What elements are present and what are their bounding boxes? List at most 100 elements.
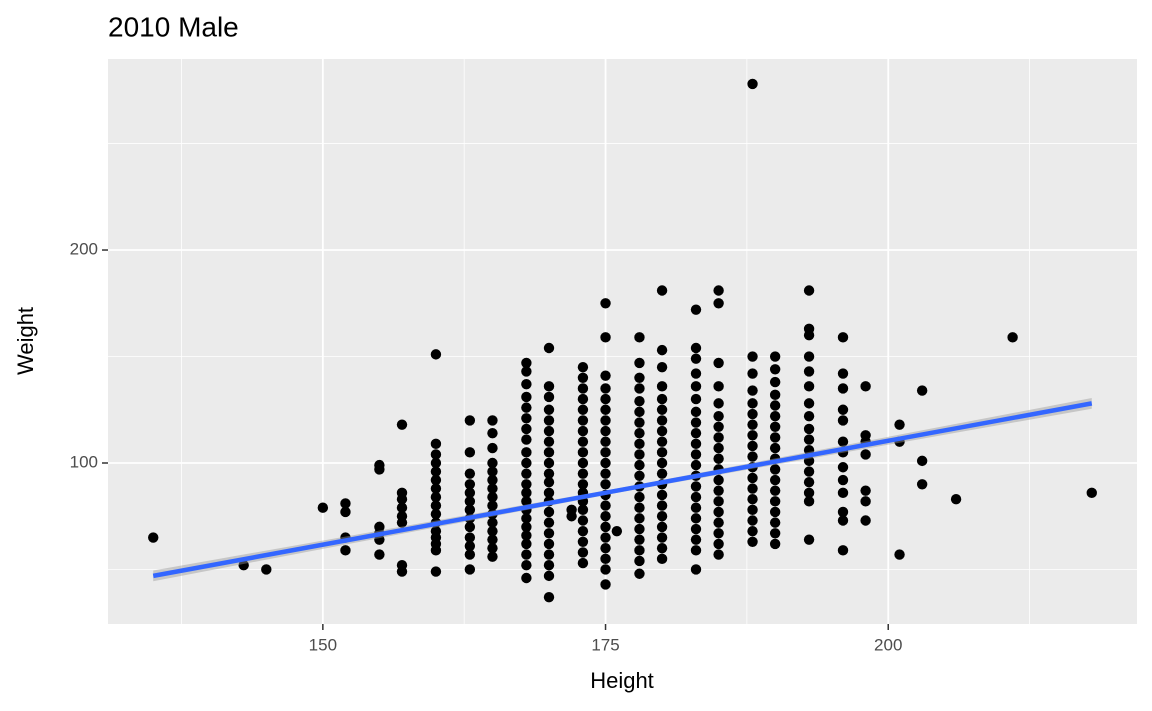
point bbox=[600, 511, 611, 522]
point bbox=[543, 342, 555, 354]
point bbox=[656, 447, 668, 458]
point bbox=[769, 474, 781, 486]
point bbox=[656, 415, 668, 426]
point bbox=[600, 332, 611, 343]
point bbox=[713, 357, 724, 369]
x-tick-label: 150 bbox=[309, 635, 337, 654]
point bbox=[634, 491, 645, 503]
point bbox=[803, 434, 815, 445]
point bbox=[543, 538, 555, 550]
point bbox=[950, 494, 962, 505]
point bbox=[713, 506, 724, 518]
point bbox=[747, 440, 758, 452]
point bbox=[464, 532, 476, 543]
point bbox=[690, 438, 702, 450]
point bbox=[690, 342, 702, 354]
point bbox=[317, 502, 329, 513]
point bbox=[600, 404, 611, 415]
point bbox=[521, 423, 532, 435]
point bbox=[577, 383, 589, 394]
point bbox=[656, 361, 668, 373]
point bbox=[916, 385, 928, 396]
point bbox=[396, 487, 408, 499]
point bbox=[803, 534, 815, 545]
point bbox=[577, 504, 589, 516]
point bbox=[487, 415, 498, 426]
point bbox=[860, 449, 871, 460]
point bbox=[713, 410, 724, 422]
point bbox=[577, 415, 589, 426]
point bbox=[600, 415, 611, 426]
point bbox=[837, 515, 849, 526]
point bbox=[894, 549, 905, 560]
point bbox=[690, 459, 702, 471]
point bbox=[747, 451, 758, 462]
point bbox=[634, 406, 645, 418]
point bbox=[464, 521, 476, 533]
point bbox=[396, 419, 408, 430]
point bbox=[521, 391, 532, 403]
point bbox=[747, 368, 758, 379]
point bbox=[521, 560, 532, 571]
point bbox=[916, 455, 928, 467]
point bbox=[690, 304, 702, 315]
point bbox=[769, 506, 781, 518]
point bbox=[713, 549, 724, 560]
y-axis-label: Weight bbox=[13, 307, 38, 375]
point bbox=[521, 538, 532, 550]
point bbox=[577, 525, 589, 537]
point bbox=[656, 425, 668, 437]
point bbox=[430, 566, 442, 577]
point bbox=[464, 479, 476, 490]
point bbox=[769, 485, 781, 496]
point bbox=[656, 404, 668, 415]
point bbox=[769, 421, 781, 432]
point bbox=[340, 545, 351, 556]
point bbox=[803, 398, 815, 409]
point bbox=[713, 381, 724, 392]
point bbox=[747, 408, 758, 420]
point bbox=[374, 521, 385, 533]
point bbox=[396, 560, 408, 571]
point bbox=[396, 511, 408, 522]
point bbox=[634, 459, 645, 471]
point bbox=[769, 376, 781, 388]
point bbox=[690, 393, 702, 405]
point bbox=[634, 372, 645, 384]
point bbox=[769, 389, 781, 401]
point bbox=[600, 532, 611, 543]
point bbox=[769, 442, 781, 454]
point bbox=[521, 413, 532, 424]
point bbox=[656, 381, 668, 392]
point bbox=[860, 515, 871, 526]
point bbox=[600, 521, 611, 533]
point bbox=[430, 438, 442, 450]
point bbox=[521, 513, 532, 524]
point bbox=[803, 366, 815, 377]
point bbox=[430, 508, 442, 520]
point bbox=[543, 591, 555, 603]
point bbox=[521, 572, 532, 584]
point bbox=[634, 523, 645, 535]
point bbox=[1086, 487, 1097, 499]
point bbox=[340, 498, 351, 509]
point bbox=[577, 536, 589, 547]
point bbox=[600, 457, 611, 469]
point bbox=[837, 415, 849, 426]
point bbox=[747, 78, 758, 90]
point bbox=[837, 383, 849, 394]
point bbox=[690, 564, 702, 575]
point bbox=[464, 504, 476, 516]
point bbox=[521, 530, 532, 541]
point bbox=[600, 479, 611, 490]
point bbox=[713, 496, 724, 507]
point bbox=[577, 404, 589, 415]
point bbox=[916, 479, 928, 490]
point bbox=[837, 332, 849, 343]
point bbox=[803, 381, 815, 392]
point bbox=[713, 398, 724, 409]
point bbox=[430, 466, 442, 477]
point bbox=[690, 502, 702, 513]
point bbox=[837, 404, 849, 415]
point bbox=[600, 553, 611, 565]
